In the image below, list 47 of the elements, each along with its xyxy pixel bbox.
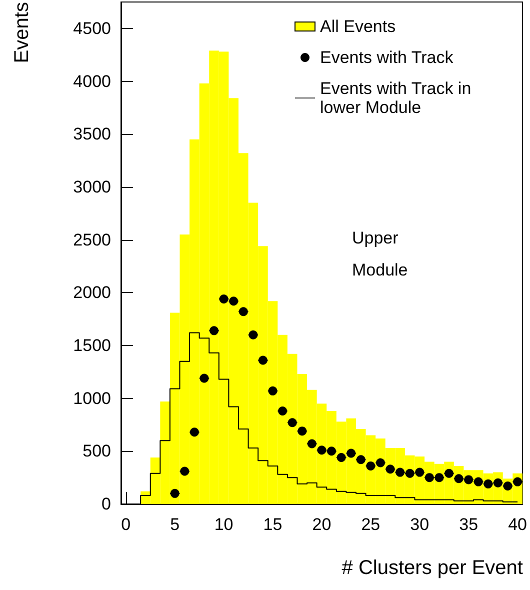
point	[503, 482, 512, 491]
point	[513, 477, 522, 486]
point	[366, 461, 376, 470]
x-tick-label: 35	[459, 515, 478, 534]
point	[356, 455, 366, 464]
point	[190, 428, 199, 437]
point	[346, 448, 356, 458]
y-tick-label: 3000	[73, 177, 111, 196]
x-tick-label: 0	[121, 515, 131, 534]
y-tick-label: 500	[82, 442, 111, 461]
legend-label: Events with Track in lower Module	[320, 79, 476, 117]
y-tick-label: 4000	[73, 72, 111, 91]
legend-label: All Events	[320, 17, 396, 36]
point	[200, 374, 209, 383]
x-tick-label: 10	[214, 515, 234, 534]
legend-label: Events with Track	[320, 48, 454, 67]
point	[268, 386, 278, 396]
y-tick-label: 2000	[73, 283, 111, 302]
y-tick-label: 2500	[73, 230, 111, 250]
point	[278, 406, 288, 416]
y-tick-label: 1000	[73, 388, 111, 408]
point	[444, 468, 454, 478]
x-axis-title: # Clusters per Event	[342, 557, 524, 579]
point	[307, 439, 316, 448]
point	[386, 464, 395, 474]
point	[170, 488, 180, 498]
point	[180, 466, 190, 476]
point	[288, 418, 297, 428]
x-tick-label: 20	[312, 515, 332, 534]
x-tick-label: 40	[508, 515, 528, 534]
point	[248, 330, 258, 340]
x-tick-label: 5	[170, 515, 180, 534]
y-tick-label: 3500	[73, 124, 111, 144]
point	[210, 326, 219, 336]
annotation: Upper Module	[352, 228, 408, 280]
point	[258, 356, 268, 365]
y-axis-title: Events	[11, 2, 33, 64]
x-tick-label: 15	[263, 515, 282, 534]
y-tick-label: 1500	[73, 336, 111, 355]
y-tick-label: 0	[102, 494, 111, 514]
x-tick-label: 25	[361, 515, 380, 534]
point	[298, 426, 307, 436]
x-tick-label: 30	[410, 515, 430, 534]
y-tick-label: 4500	[73, 18, 111, 38]
point	[376, 458, 385, 468]
point	[238, 307, 248, 316]
point	[336, 453, 346, 462]
